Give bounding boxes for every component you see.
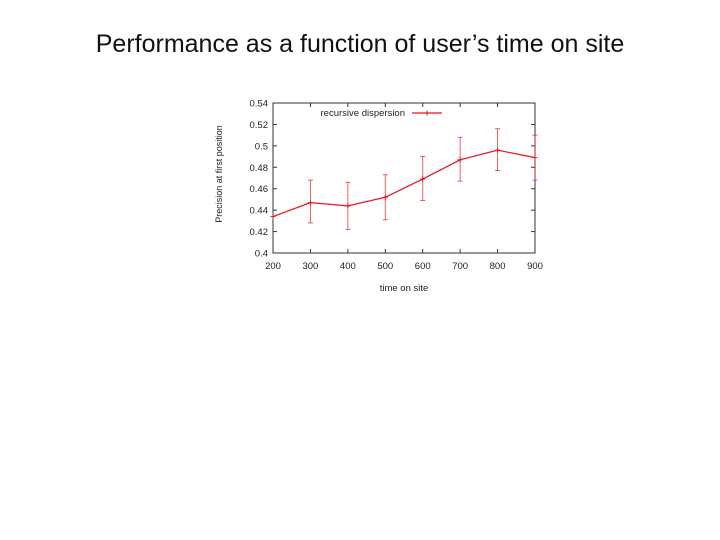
y-tick-label: 0.46 [250, 184, 269, 195]
chart-axes: 200 300 400 500 600 700 800 900 0.4 0.42 0.44 0.46 0… [250, 99, 543, 273]
y-axis-label: Precision at first position [214, 125, 224, 223]
y-tick-label: 0.48 [250, 163, 269, 174]
y-tick-label: 0.5 [255, 141, 268, 152]
x-tick-label: 300 [302, 261, 318, 272]
series-line [272, 149, 536, 218]
slide-title: Performance as a function of user’s time… [95, 30, 625, 58]
x-tick-label: 500 [377, 261, 393, 272]
x-tick-label: 600 [415, 261, 431, 272]
plot-frame [272, 102, 536, 254]
legend: recursive dispersion [321, 108, 442, 119]
x-tick-label: 800 [490, 261, 506, 272]
x-tick-label: 200 [265, 261, 281, 272]
x-tick-label: 400 [340, 261, 356, 272]
y-tick-label: 0.42 [250, 227, 269, 238]
x-tick-label: 700 [452, 261, 468, 272]
y-tick-label: 0.4 [255, 249, 268, 260]
y-tick-label: 0.54 [250, 99, 269, 110]
y-tick-label: 0.44 [250, 206, 269, 217]
series-lines [270, 147, 538, 220]
x-axis-label: time on site [380, 283, 429, 294]
precision-chart: 200 300 400 500 600 700 800 900 0.4 0.42 0.44 0.46 0… [214, 99, 543, 295]
legend-label: recursive dispersion [321, 108, 405, 119]
x-tick-label: 900 [527, 261, 543, 272]
y-tick-label: 0.52 [250, 120, 269, 131]
